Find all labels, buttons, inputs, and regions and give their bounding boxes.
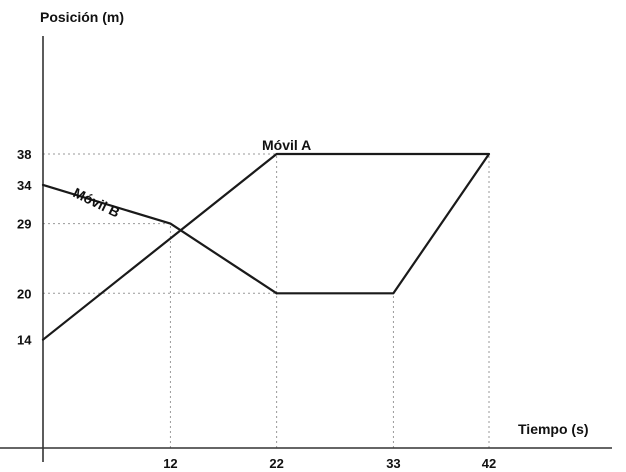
y-tick-label-29: 29 [17,217,31,232]
y-tick-label-14: 14 [17,333,32,348]
series-line-movil-a [41,152,491,341]
axes [0,36,612,462]
x-tick-label-22: 22 [269,456,283,471]
x-tick-label-12: 12 [163,456,177,471]
series-label-movil-b: Móvil B [71,184,123,220]
series-line-movil-b [41,183,278,295]
x-axis-label: Tiempo (s) [518,421,589,437]
series-lines [41,152,491,341]
x-tick-label-42: 42 [482,456,496,471]
tick-labels: 14 20 29 34 38 12 22 33 42 [17,147,496,471]
series-label-movil-a: Móvil A [262,137,311,153]
y-tick-label-34: 34 [17,178,32,193]
y-axis-label: Posición (m) [40,9,124,25]
x-tick-label-33: 33 [386,456,400,471]
guide-lines [43,153,490,448]
y-tick-label-20: 20 [17,286,31,301]
y-tick-label-38: 38 [17,147,31,162]
